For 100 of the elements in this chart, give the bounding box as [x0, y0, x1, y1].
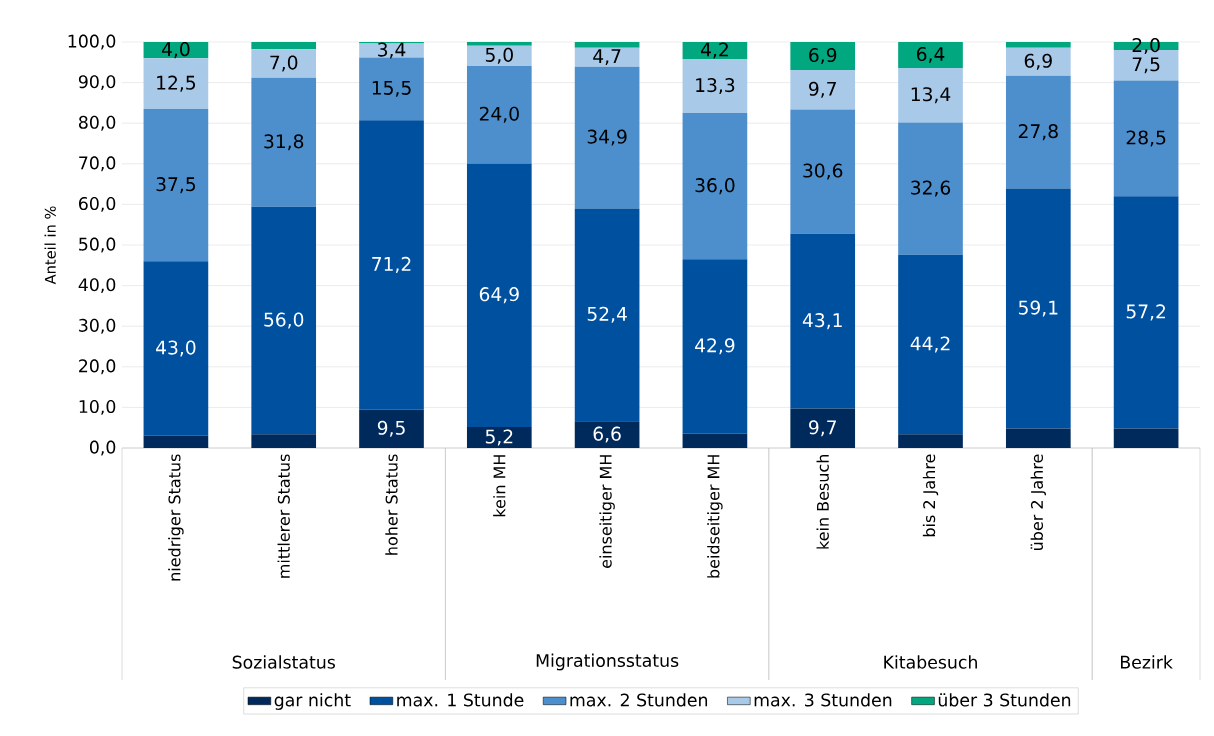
- y-tick-label: 90,0: [78, 75, 116, 91]
- x-tick-label: bis 2 Jahre: [922, 454, 939, 537]
- bar: [1005, 428, 1071, 448]
- x-tick-label: niedriger Status: [168, 454, 184, 581]
- x-tick-label: mittlerer Status: [277, 454, 290, 578]
- legend-label: max. 1 Stunde: [397, 693, 524, 707]
- bar: [1005, 47, 1071, 76]
- bar: [790, 70, 856, 110]
- legend-label: gar nicht: [274, 693, 351, 710]
- x-tick-label: kein MH: [493, 455, 506, 517]
- data-label: 5,0: [485, 47, 513, 64]
- bar: [1113, 80, 1179, 197]
- data-label: 4,7: [593, 49, 621, 66]
- bar: [898, 434, 963, 448]
- bar: [1113, 428, 1179, 448]
- bar: [682, 113, 748, 260]
- bar: [898, 67, 963, 123]
- data-label: 30,6: [803, 163, 843, 180]
- bar: [466, 163, 532, 427]
- y-tick-label: 100,0: [68, 34, 116, 50]
- text: Sozialstatus: [232, 655, 335, 669]
- x-tick-label: hoher Status: [385, 454, 398, 555]
- data-label: 43,0: [156, 340, 196, 357]
- data-label: 3,4: [378, 42, 406, 59]
- y-axis-title: Anteil in %: [44, 206, 56, 285]
- bar: [898, 122, 963, 255]
- text: Migrationsstatus: [536, 653, 679, 671]
- data-label: 57,2: [1126, 304, 1166, 321]
- data-label: 37,5: [156, 177, 196, 194]
- data-label: 27,8: [1018, 124, 1058, 141]
- y-tick-label: 70,0: [79, 156, 116, 172]
- bar: [251, 42, 317, 50]
- bar: [359, 120, 424, 410]
- bar: [682, 59, 748, 114]
- y-tick-label: 60,0: [79, 196, 116, 212]
- legend-label: max. 3 Stunden: [754, 693, 892, 707]
- x-tick-label: einseitiger MH: [599, 455, 615, 568]
- bar: [1005, 188, 1071, 429]
- bar: [359, 57, 424, 121]
- y-tick-label: 40,0: [78, 278, 116, 294]
- bar: [143, 58, 209, 109]
- bar: [466, 426, 532, 448]
- x-tick-label: über 2 Jahre: [1030, 454, 1046, 551]
- bar: [1113, 196, 1179, 429]
- data-label: 4,0: [161, 42, 190, 59]
- bar: [143, 108, 209, 262]
- bar: [466, 65, 532, 164]
- data-label: 52,4: [587, 306, 627, 323]
- bar: [466, 45, 532, 66]
- data-label: 13,4: [911, 87, 951, 104]
- x-tick-label: kein Besuch: [816, 454, 829, 549]
- y-tick-label: 50,0: [79, 237, 116, 253]
- bar: [574, 47, 640, 67]
- data-label: 9,5: [377, 420, 405, 437]
- y-tick-label: 20,0: [79, 359, 116, 375]
- data-label: 71,2: [372, 256, 411, 273]
- data-label: 24,0: [479, 106, 519, 123]
- data-label: 28,5: [1126, 130, 1166, 147]
- bar: [790, 42, 856, 71]
- bar: [1005, 42, 1071, 48]
- y-tick-label: 80,0: [78, 115, 116, 131]
- data-label: 5,2: [485, 429, 513, 446]
- data-label: 9,7: [809, 420, 836, 437]
- data-label: 43,1: [802, 313, 842, 330]
- data-label: 4,2: [700, 42, 728, 59]
- bar: [251, 49, 317, 78]
- bar: [251, 206, 317, 435]
- data-label: 64,9: [479, 287, 519, 304]
- data-label: 7,0: [270, 55, 298, 72]
- data-label: 44,2: [910, 336, 950, 353]
- legend-label: max. 2 Stunden: [570, 693, 708, 707]
- bar: [466, 42, 532, 46]
- bar: [574, 421, 640, 448]
- bar: [898, 254, 963, 435]
- data-label: 13,3: [696, 78, 735, 95]
- bar: [251, 77, 317, 207]
- y-tick-label: 0,0: [89, 440, 116, 456]
- bar: [898, 42, 963, 68]
- bar: [359, 409, 424, 448]
- data-label: 32,6: [911, 180, 951, 197]
- legend-label: über 3 Stunden: [938, 693, 1071, 707]
- bar: [143, 261, 209, 436]
- bar: [790, 109, 856, 234]
- bar: [1005, 75, 1071, 189]
- bar: [574, 42, 640, 48]
- data-label: 6,9: [1024, 53, 1052, 70]
- data-label: 6,4: [916, 46, 945, 63]
- x-tick-label: beidseitiger MH: [707, 455, 723, 578]
- data-label: 7,5: [1132, 57, 1160, 74]
- data-label: 36,0: [695, 178, 735, 195]
- bar: [682, 433, 748, 448]
- y-tick-label: 30,0: [79, 318, 116, 334]
- bar: [682, 259, 748, 434]
- data-label: 6,9: [809, 47, 837, 65]
- bar: [251, 434, 317, 448]
- bar: [574, 208, 640, 422]
- data-label: 9,7: [809, 81, 836, 98]
- bar: [682, 42, 748, 60]
- data-label: 34,9: [587, 129, 627, 146]
- text: Bezirk: [1120, 655, 1173, 669]
